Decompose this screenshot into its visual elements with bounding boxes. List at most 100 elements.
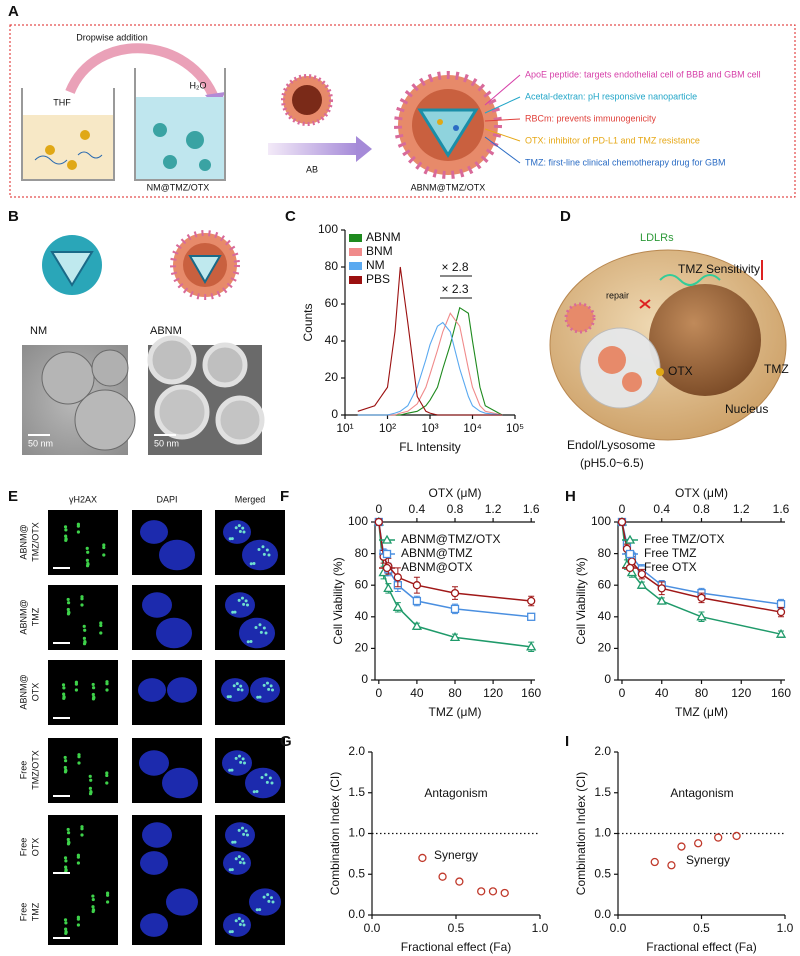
x2-tick-label: 0 xyxy=(619,502,626,516)
panel-label: A xyxy=(8,3,19,20)
foci xyxy=(261,545,265,549)
annotation: Synergy xyxy=(686,853,730,867)
foci xyxy=(271,688,274,692)
diagram-label: TMZ xyxy=(764,362,789,376)
annotation: × 2.8 xyxy=(441,260,468,274)
panel-label: G xyxy=(280,733,292,750)
foci xyxy=(83,628,87,632)
point xyxy=(732,831,741,841)
nucleus xyxy=(167,677,197,703)
nucleus xyxy=(221,678,249,702)
series-line xyxy=(357,312,503,416)
foci xyxy=(91,692,95,697)
x-tick-label: 80 xyxy=(695,686,709,700)
foci xyxy=(80,603,84,607)
foci xyxy=(271,900,275,904)
foci xyxy=(234,857,238,861)
x-tick-label: 0.5 xyxy=(448,921,465,935)
point xyxy=(667,861,676,870)
foci xyxy=(62,692,66,696)
micrograph xyxy=(48,585,118,650)
foci xyxy=(258,908,262,912)
y-tick-label: 1.0 xyxy=(594,826,611,840)
foci xyxy=(241,526,245,530)
foci xyxy=(64,868,68,872)
leader-line xyxy=(484,118,521,122)
foci xyxy=(99,621,103,625)
x-tick-label: 160 xyxy=(771,686,791,700)
x-axis-title: TMZ (μM) xyxy=(675,705,728,719)
legend-swatch xyxy=(349,234,362,242)
legend-marker xyxy=(382,549,392,559)
foci xyxy=(76,923,80,927)
foci xyxy=(64,927,68,931)
x-tick-label: 0.0 xyxy=(610,921,627,935)
y-tick-label: 80 xyxy=(325,259,339,273)
foci xyxy=(242,602,246,606)
point xyxy=(650,857,659,867)
foci xyxy=(243,761,246,765)
marker xyxy=(411,620,423,630)
foci xyxy=(92,696,96,700)
foci xyxy=(244,829,248,833)
nm-cartoon xyxy=(42,235,102,295)
foci xyxy=(264,631,268,635)
foci xyxy=(265,780,269,784)
foci xyxy=(64,859,68,863)
step-label: AB xyxy=(306,164,318,174)
foci xyxy=(262,683,266,687)
panel-label: E xyxy=(8,488,18,505)
tem-image xyxy=(147,335,265,455)
legend-label: BNM xyxy=(366,244,393,258)
point xyxy=(694,839,703,848)
foci xyxy=(82,624,86,628)
foci xyxy=(66,827,70,832)
sample-label: ABNM xyxy=(150,325,182,337)
diagram-label: (pH5.0~6.5) xyxy=(580,456,644,470)
foci xyxy=(77,755,81,759)
micrograph xyxy=(48,880,118,945)
y-tick-label: 100 xyxy=(318,222,338,236)
nucleus xyxy=(140,913,168,937)
foci xyxy=(86,562,90,566)
nucleus xyxy=(223,520,251,544)
foci xyxy=(246,640,250,644)
foci xyxy=(231,610,235,614)
marker xyxy=(527,612,536,621)
nucleus xyxy=(156,617,192,649)
x2-tick-label: 0.8 xyxy=(447,502,464,516)
nucleus xyxy=(140,851,168,875)
x-tick-label: 1.0 xyxy=(532,921,549,935)
point xyxy=(477,887,486,896)
row-label: OTX xyxy=(30,683,40,702)
foci xyxy=(238,529,242,533)
marker xyxy=(696,611,707,621)
row-label: ABNM@ xyxy=(18,524,28,559)
foci xyxy=(255,908,259,912)
row-label: Free xyxy=(18,838,28,857)
foci xyxy=(64,537,68,541)
foci xyxy=(240,688,244,692)
foci xyxy=(230,537,234,541)
foci xyxy=(91,686,96,690)
legend-swatch xyxy=(349,262,362,270)
annotation: Synergy xyxy=(434,848,478,862)
foci xyxy=(228,768,232,772)
foci xyxy=(252,790,256,794)
legend-text: RBCm: prevents immunogenicity xyxy=(525,113,657,123)
legend-marker xyxy=(624,534,636,544)
marker xyxy=(636,579,647,589)
foci xyxy=(76,524,80,528)
leader-line xyxy=(484,128,521,142)
foci xyxy=(66,601,71,605)
dropwise-arrow xyxy=(65,43,220,102)
x2-axis-title: OTX (μM) xyxy=(675,486,728,500)
leader-line xyxy=(484,96,521,114)
x2-tick-label: 1.2 xyxy=(485,502,502,516)
legend-text: TMZ: first-line clinical chemotherapy dr… xyxy=(525,157,726,167)
marker xyxy=(637,569,647,579)
x-tick-label: 0.5 xyxy=(693,921,710,935)
panel-label: D xyxy=(560,208,571,225)
cell-diagram xyxy=(549,249,787,441)
point xyxy=(438,872,447,881)
